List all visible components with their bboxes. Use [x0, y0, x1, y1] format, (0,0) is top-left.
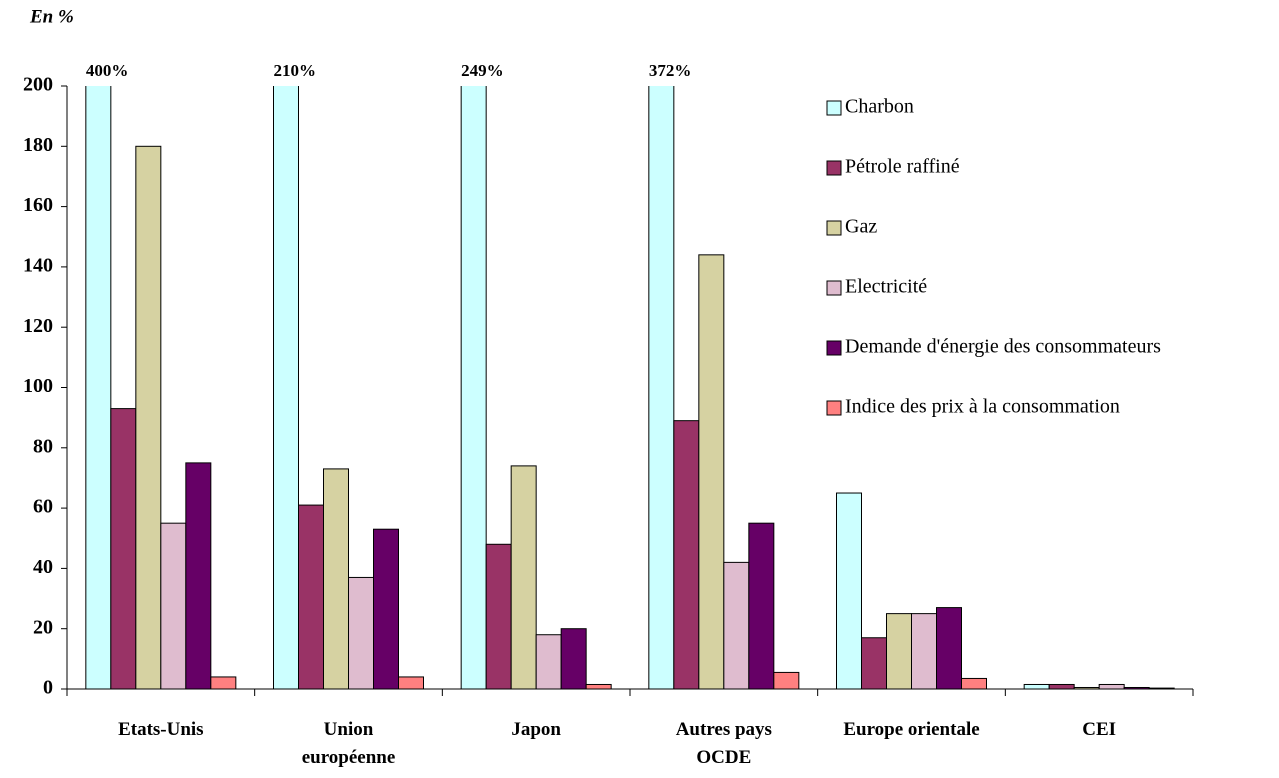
y-tick-label: 140: [23, 254, 53, 276]
chart-title: En %: [29, 6, 74, 27]
legend-label: Gaz: [845, 216, 877, 238]
x-tick-label: Europe orientale: [843, 719, 979, 740]
legend-swatch: [826, 400, 842, 416]
bar: [1148, 687, 1175, 690]
legend-label: Electricité: [845, 276, 927, 298]
legend-label: Charbon: [845, 96, 914, 118]
x-tick-label: Etats-Unis: [118, 719, 204, 740]
y-tick-label: 60: [33, 496, 53, 518]
legend-swatch: [826, 160, 842, 176]
bar: [298, 504, 324, 690]
bar: [673, 420, 700, 690]
legend-label: Indice des prix à la consommation: [845, 396, 1120, 418]
bar: [398, 676, 424, 690]
bar: [485, 543, 512, 690]
bar: [886, 613, 912, 690]
bar: [185, 462, 212, 690]
bar: [1023, 683, 1050, 690]
value-label: 249%: [461, 61, 504, 80]
x-tick-label: Union européenne: [302, 719, 396, 768]
bar: [560, 628, 587, 690]
y-tick-label: 20: [33, 616, 53, 638]
legend-swatch: [826, 100, 842, 116]
bar: [585, 683, 612, 690]
value-label: 210%: [274, 61, 317, 80]
legend-swatch: [826, 280, 842, 296]
bar: [1123, 686, 1150, 690]
bar: [911, 613, 937, 690]
value-label: 372%: [649, 61, 692, 80]
y-tick-label: 0: [43, 677, 53, 699]
bar: [348, 576, 374, 690]
y-tick-label: 100: [23, 375, 53, 397]
y-tick-label: 160: [23, 194, 53, 216]
bar: [85, 86, 112, 690]
value-label: 400%: [86, 61, 129, 80]
plot-area: [85, 86, 1175, 690]
y-tick-label: 40: [33, 556, 53, 578]
x-tick-label: CEI: [1082, 719, 1116, 740]
bar: [273, 86, 299, 690]
bar: [961, 677, 987, 690]
bar: [836, 492, 862, 690]
y-tick-label: 200: [23, 74, 53, 96]
bar: [373, 528, 399, 690]
bar: [723, 561, 750, 690]
bar: [773, 671, 800, 690]
legend-label: Demande d'énergie des consommateurs: [845, 336, 1161, 358]
y-tick-label: 80: [33, 435, 53, 457]
bar: [210, 676, 237, 690]
bar: [160, 522, 187, 690]
bar: [1048, 683, 1075, 690]
bar: [135, 145, 162, 690]
bar: [1098, 683, 1125, 690]
bar: [648, 86, 675, 690]
legend-swatch: [826, 220, 842, 236]
bar: [861, 637, 887, 690]
bar: [748, 522, 775, 690]
x-tick-label: Japon: [511, 719, 561, 740]
bar: [110, 408, 137, 690]
bar: [510, 465, 537, 690]
bar: [323, 468, 349, 690]
bar: [698, 254, 725, 690]
bar: [535, 634, 562, 690]
bar: [1073, 686, 1100, 690]
legend-label: Pétrole raffiné: [845, 156, 960, 178]
bar: [460, 86, 487, 690]
legend-swatch: [826, 340, 842, 356]
bar: [936, 607, 962, 690]
x-tick-label: Autres pays OCDE: [676, 719, 772, 768]
y-tick-label: 180: [23, 134, 53, 156]
y-tick-label: 120: [23, 315, 53, 337]
